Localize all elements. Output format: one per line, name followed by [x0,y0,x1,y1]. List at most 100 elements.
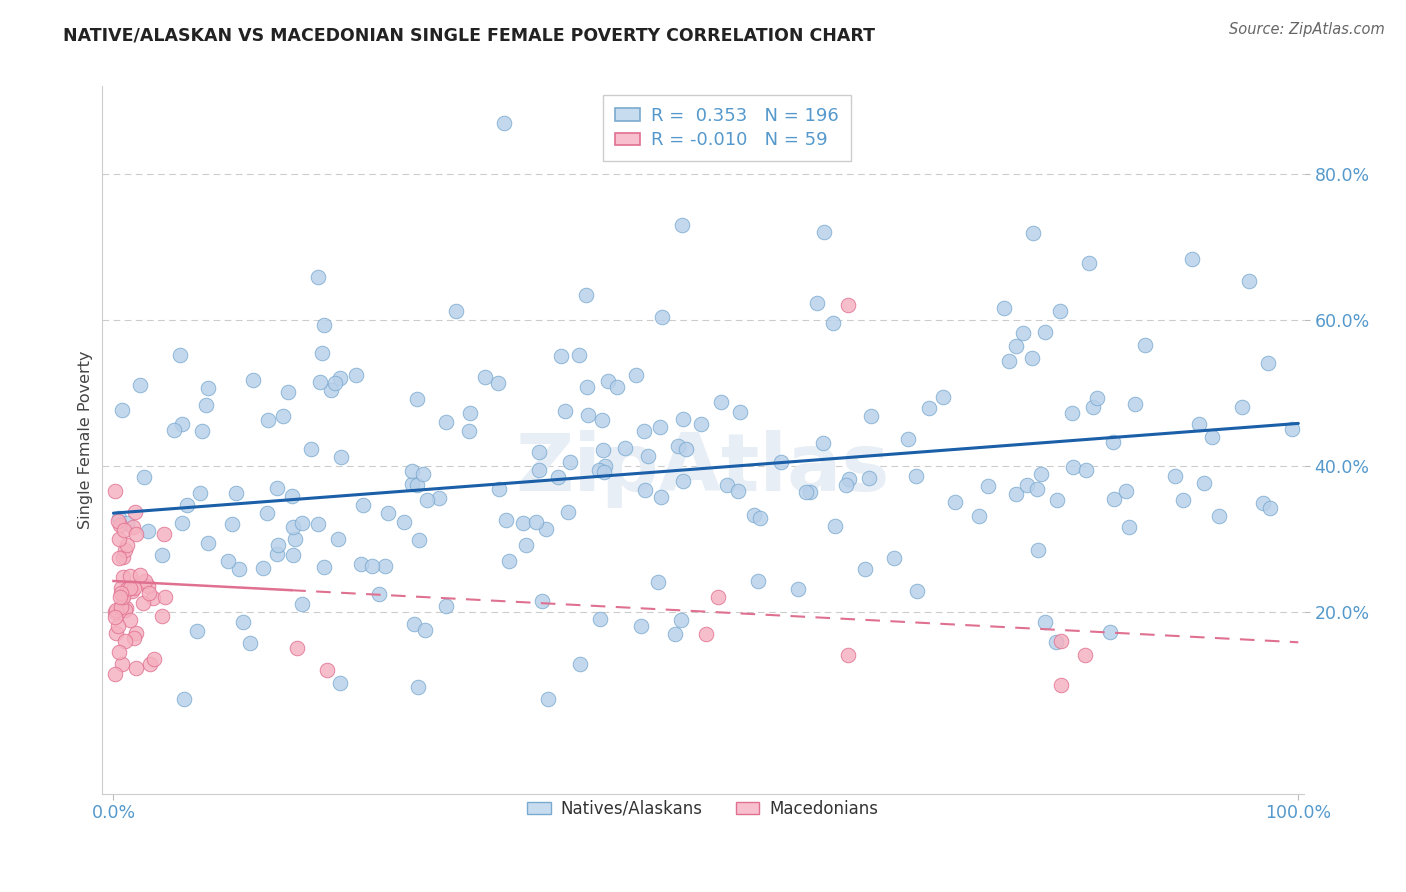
Point [1015,478,1038,492]
Point [512,516,534,531]
Point [104,605,127,619]
Legend: Natives/Alaskans, Macedonians: Natives/Alaskans, Macedonians [520,793,886,824]
Point [328,532,350,546]
Point [150,609,173,624]
Point [883,550,905,565]
Point [799,484,821,499]
Point [444,303,467,318]
Point [1230,401,1253,415]
Point [412,467,434,481]
Point [1050,677,1073,691]
Point [1021,351,1043,365]
Point [1098,625,1121,640]
Point [568,348,591,362]
Point [824,519,846,533]
Text: NATIVE/ALASKAN VS MACEDONIAN SINGLE FEMALE POVERTY CORRELATION CHART: NATIVE/ALASKAN VS MACEDONIAN SINGLE FEMA… [63,27,876,45]
Point [125,527,148,541]
Point [104,484,127,499]
Point [427,491,450,506]
Point [170,417,193,431]
Point [232,615,254,629]
Point [918,401,941,415]
Point [593,458,616,473]
Point [834,478,856,492]
Point [197,381,219,395]
Point [1004,487,1026,501]
Point [107,645,129,659]
Point [943,495,966,509]
Point [114,543,136,558]
Point [624,368,647,383]
Point [105,626,128,640]
Point [860,409,883,423]
Point [122,631,145,645]
Point [606,379,628,393]
Point [568,657,591,672]
Point [266,481,288,495]
Point [142,591,165,606]
Point [406,680,429,694]
Point [706,590,728,604]
Point [153,590,176,604]
Point [637,449,659,463]
Point [434,415,457,429]
Point [129,378,152,392]
Point [1045,635,1067,649]
Point [256,412,278,426]
Point [1260,501,1282,516]
Point [105,603,128,617]
Point [134,470,156,484]
Point [931,391,953,405]
Point [114,602,136,616]
Point [554,404,576,418]
Point [1192,475,1215,490]
Point [666,439,689,453]
Point [291,597,314,611]
Point [1123,397,1146,411]
Point [150,548,173,562]
Point [406,392,429,407]
Point [107,514,129,528]
Point [598,374,620,388]
Point [350,557,373,571]
Point [173,692,195,706]
Point [1118,520,1140,534]
Point [108,532,131,546]
Point [118,613,141,627]
Point [690,417,713,431]
Point [1049,304,1071,318]
Point [457,425,479,439]
Point [408,533,430,547]
Point [1115,483,1137,498]
Point [118,569,141,583]
Point [531,594,554,608]
Point [1077,255,1099,269]
Point [486,376,509,391]
Point [114,634,136,648]
Point [120,581,142,595]
Point [311,346,333,360]
Point [163,423,186,437]
Point [1046,493,1069,508]
Point [527,445,550,459]
Point [1004,339,1026,353]
Point [405,477,427,491]
Point [281,520,304,534]
Point [308,375,330,389]
Point [1187,417,1209,431]
Point [747,574,769,588]
Point [630,619,652,633]
Point [576,409,599,423]
Point [190,424,212,438]
Point [1083,400,1105,414]
Point [1201,430,1223,444]
Point [124,505,146,519]
Point [527,463,550,477]
Point [122,581,145,595]
Point [977,479,1000,493]
Point [1033,325,1056,339]
Point [651,310,673,325]
Point [675,442,697,457]
Point [794,485,817,500]
Point [1011,326,1033,340]
